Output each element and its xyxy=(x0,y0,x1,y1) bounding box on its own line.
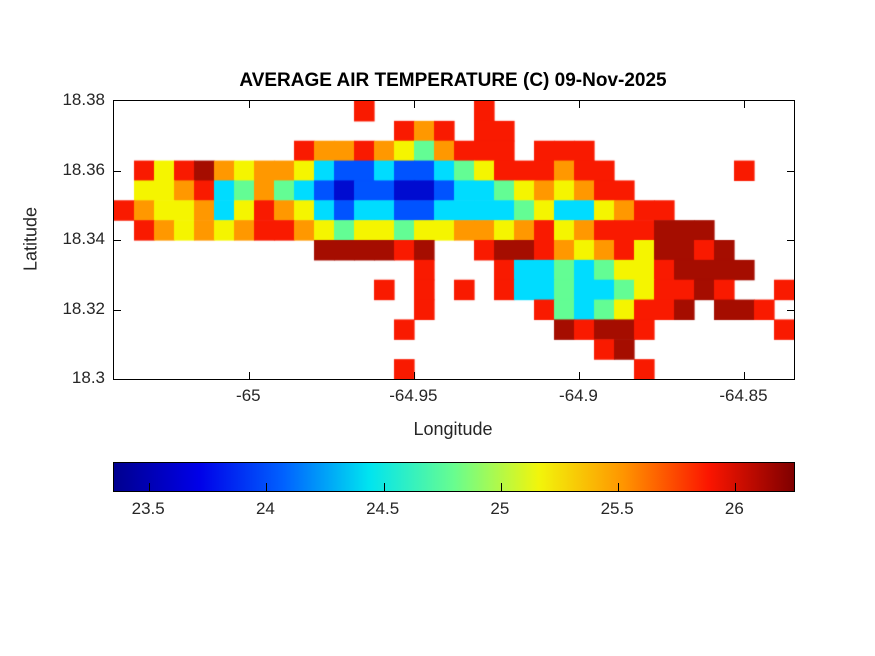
x-axis-tick xyxy=(744,372,746,379)
colorbar-tick-label: 25 xyxy=(490,499,510,518)
x-axis-tick xyxy=(414,372,416,379)
x-axis-tick-label: -64.85 xyxy=(719,386,768,405)
y-axis-tick-label: 18.38 xyxy=(62,90,105,109)
colorbar-tick xyxy=(383,483,385,491)
x-axis-tick-label: -65 xyxy=(236,386,261,405)
x-axis-tick xyxy=(579,372,581,379)
x-axis-tick xyxy=(249,372,251,379)
colorbar-tick xyxy=(500,483,502,491)
colorbar-tick-label: 24.5 xyxy=(366,499,400,518)
y-axis-tick-right xyxy=(787,170,794,172)
colorbar-tick-label: 23.5 xyxy=(131,499,165,518)
y-axis-tick xyxy=(114,170,121,172)
y-axis-tick-label: 18.32 xyxy=(62,298,105,318)
x-axis-tick-top xyxy=(579,101,581,108)
y-axis-label: Latitude xyxy=(20,206,41,272)
y-axis-tick-label: 18.3 xyxy=(71,368,105,387)
plot-area xyxy=(113,100,795,380)
x-axis-label: Longitude xyxy=(413,419,493,439)
y-axis-tick-right xyxy=(787,240,794,241)
colorbar-tick xyxy=(149,483,151,491)
colorbar-tick-label: 25.5 xyxy=(600,499,634,518)
temperature-heatmap xyxy=(114,101,794,379)
y-axis-tick-right xyxy=(787,309,794,311)
colorbar-tick xyxy=(266,483,268,491)
colorbar-tick-label: 26 xyxy=(724,499,744,518)
colorbar-gradient xyxy=(114,463,794,491)
x-axis-tick-label: -64.95 xyxy=(389,386,438,405)
y-axis-tick xyxy=(114,240,121,241)
y-axis-tick-label: 18.36 xyxy=(62,159,105,179)
x-axis-tick-label: -64.9 xyxy=(559,386,598,405)
y-axis-tick-label: 18.34 xyxy=(62,229,105,248)
colorbar-tick-label: 24 xyxy=(255,499,275,518)
x-axis-tick-top xyxy=(414,101,416,108)
colorbar-tick xyxy=(735,483,737,491)
chart-title: AVERAGE AIR TEMPERATURE (C) 09-Nov-2025 xyxy=(239,70,667,91)
x-axis-tick-top xyxy=(744,101,746,108)
y-axis-tick xyxy=(114,309,121,311)
x-axis-tick-top xyxy=(249,101,251,108)
colorbar-tick xyxy=(618,483,620,491)
colorbar xyxy=(113,462,795,492)
